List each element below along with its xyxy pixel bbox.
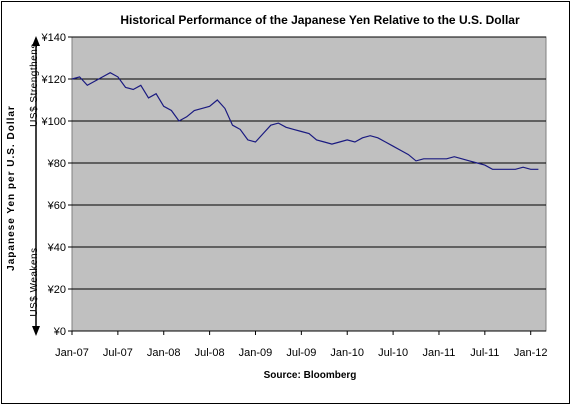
y-tick-label: ¥20 xyxy=(47,284,66,296)
x-tick-label: Jan-10 xyxy=(330,347,364,359)
y-tick-label: ¥140 xyxy=(41,32,66,44)
y-axis-ticks: ¥0 ¥20 ¥40 ¥60 ¥80 ¥100 ¥120 ¥140 xyxy=(41,32,72,338)
x-tick-label: Jan-08 xyxy=(147,347,181,359)
arrow-down-icon xyxy=(32,326,40,336)
y-tick-label: ¥0 xyxy=(53,326,66,338)
arrow-up-icon xyxy=(32,36,40,46)
x-tick-label: Jan-12 xyxy=(514,347,548,359)
chart-title: Historical Performance of the Japanese Y… xyxy=(120,13,520,27)
x-tick-label: Jul-11 xyxy=(470,347,499,359)
y-tick-label: ¥120 xyxy=(41,74,66,86)
x-axis-ticks: Jan-07 Jul-07 Jan-08 Jul-08 Jan-09 Jul-09 Jan-… xyxy=(55,331,548,359)
x-tick-label: Jan-09 xyxy=(239,347,273,359)
gridlines xyxy=(72,36,546,332)
source-note: Source: Bloomberg xyxy=(264,370,357,381)
x-tick-label: Jan-11 xyxy=(423,347,456,359)
y-axis-label: Japanese Yen per U.S. Dollar xyxy=(6,105,17,271)
x-tick-label: Jul-10 xyxy=(378,347,408,359)
y-tick-label: ¥60 xyxy=(47,200,66,212)
y-tick-label: ¥40 xyxy=(47,242,66,254)
x-tick-label: Jul-08 xyxy=(195,347,225,359)
y-tick-label: ¥100 xyxy=(41,116,66,128)
x-tick-label: Jan-07 xyxy=(55,347,89,359)
annotation-strengthens: US$ Strengthens xyxy=(29,43,40,127)
x-tick-label: Jul-07 xyxy=(103,347,133,359)
annotation-weakens: US$ Weakens xyxy=(29,247,40,316)
plot-area xyxy=(71,36,547,332)
y-tick-label: ¥80 xyxy=(47,158,66,170)
series-line-jpy-usd xyxy=(71,72,539,170)
x-tick-label: Jul-09 xyxy=(286,347,316,359)
